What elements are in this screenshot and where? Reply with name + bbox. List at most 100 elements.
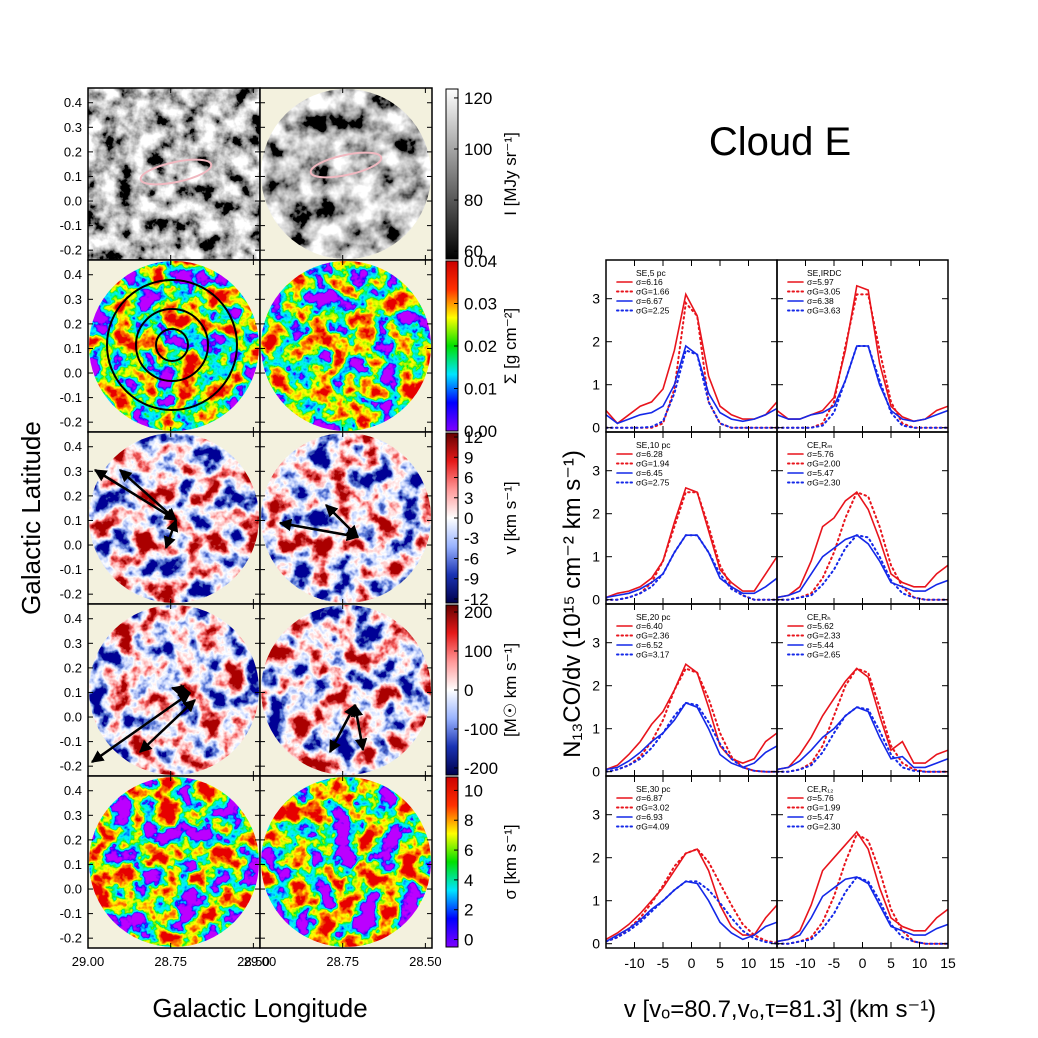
colorbar-tick-label: 0.04 xyxy=(464,252,497,271)
legend-entry: σG=3.05 xyxy=(807,287,841,297)
spectrum-line xyxy=(777,667,948,773)
legend-title: CE,Rₘ xyxy=(807,440,833,450)
spectrum-panel xyxy=(777,490,948,601)
spectrum-line xyxy=(606,667,777,773)
legend-entry: σG=2.65 xyxy=(807,650,841,660)
legend-entry: σ=6.40 xyxy=(636,621,663,631)
x-tick-label: -5 xyxy=(828,955,841,971)
colorbar-tick-label: 8 xyxy=(464,811,473,830)
colorbar-label: v [km s⁻¹] xyxy=(501,481,520,554)
legend-entry: σG=1.66 xyxy=(636,287,670,297)
y-tick-label: 0.0 xyxy=(64,710,82,725)
legend-entry: σ=5.97 xyxy=(807,277,834,287)
x-tick-label: 10 xyxy=(741,955,757,971)
spectrum-line xyxy=(777,706,948,771)
legend-entry: σG=2.33 xyxy=(807,631,841,641)
colorbar-tick-label: -3 xyxy=(464,529,479,548)
spectrum-line xyxy=(606,300,777,429)
colorbar-tick-label: 12 xyxy=(464,428,483,447)
x-tick-label: -10 xyxy=(624,955,644,971)
spectrum-line xyxy=(777,706,948,773)
map-y-label: Galactic Latitude xyxy=(16,421,46,615)
y-tick-label: 1 xyxy=(592,893,600,909)
x-tick-label: 0 xyxy=(859,955,867,971)
spectrum-line xyxy=(606,662,777,771)
y-tick-label: 0.3 xyxy=(64,636,82,651)
legend-entry: σG=3.02 xyxy=(636,803,670,813)
map-panel xyxy=(87,431,261,605)
y-tick-label: -0.2 xyxy=(60,415,82,430)
x-tick-label: 28.75 xyxy=(154,954,187,969)
spectrum-line xyxy=(777,491,948,599)
y-tick-label: 0.4 xyxy=(64,611,82,626)
y-tick-label: 0 xyxy=(592,420,600,436)
spectrum-line xyxy=(606,534,777,601)
y-tick-label: 0.2 xyxy=(64,488,82,503)
legend-title: SE,IRDC xyxy=(807,268,841,278)
spectrum-line xyxy=(606,701,777,771)
spectrum-line xyxy=(777,345,948,423)
y-tick-label: -0.1 xyxy=(60,390,82,405)
spectrum-panel xyxy=(606,486,777,601)
colorbar-tick-label: 0.00 xyxy=(464,422,497,441)
map-panel xyxy=(259,259,433,433)
legend-entry: σG=3.17 xyxy=(636,650,670,660)
colorbar-tick-label: 9 xyxy=(464,448,473,467)
spectrum-line xyxy=(777,534,948,599)
aperture-ring xyxy=(155,328,189,362)
legend-entry: σG=2.00 xyxy=(807,459,841,469)
legend-entry: σ=5.47 xyxy=(807,468,834,478)
map-panel xyxy=(87,603,261,777)
panel-frame xyxy=(605,431,778,605)
colorbar-tick-label: 6 xyxy=(464,469,473,488)
y-tick-label: 0.3 xyxy=(64,464,82,479)
y-tick-label: 0.4 xyxy=(64,783,82,798)
y-tick-label: 0.0 xyxy=(64,194,82,209)
spectrum-line xyxy=(777,876,948,943)
legend-entry: σ=6.38 xyxy=(807,296,834,306)
colorbar-tick-label: 2 xyxy=(464,901,473,920)
legend-entry: σ=6.45 xyxy=(636,468,663,478)
spectrum-line xyxy=(777,830,948,943)
x-tick-label: 10 xyxy=(912,955,928,971)
map-image xyxy=(89,261,259,431)
y-tick-label: -0.1 xyxy=(60,218,82,233)
y-tick-label: 0.4 xyxy=(64,95,82,110)
panel-frame xyxy=(776,775,949,949)
colorbar-tick-label: 0.01 xyxy=(464,380,497,399)
x-tick-label: 28.50 xyxy=(237,954,270,969)
colorbar-tick-label: 120 xyxy=(464,89,492,108)
spectrum-line xyxy=(606,847,777,944)
spectrum-line xyxy=(777,832,948,945)
y-tick-label: 0 xyxy=(592,764,600,780)
map-panel xyxy=(259,431,433,605)
map-image xyxy=(261,261,431,431)
x-tick-label: 28.50 xyxy=(409,954,442,969)
spectrum-line xyxy=(606,880,777,943)
legend-title: SE,30 pc xyxy=(636,784,671,794)
legend-entry: σG=2.30 xyxy=(807,478,841,488)
y-tick-label: -0.2 xyxy=(60,931,82,946)
legend-entry: σG=2.36 xyxy=(636,631,670,641)
spectrum-panel xyxy=(777,284,948,429)
y-tick-label: 0.3 xyxy=(64,120,82,135)
map-frame xyxy=(259,775,433,949)
spectrum-panel xyxy=(777,667,948,773)
y-tick-label: 2 xyxy=(592,334,600,350)
irdc-ellipse xyxy=(139,158,213,186)
map-image xyxy=(261,777,431,947)
spectrum-panel xyxy=(777,830,948,945)
x-tick-label: 15 xyxy=(769,955,785,971)
colorbar xyxy=(445,776,459,948)
x-tick-label: 15 xyxy=(940,955,956,971)
x-tick-label: 5 xyxy=(887,955,895,971)
y-tick-label: 0.1 xyxy=(64,685,82,700)
spectrum-line xyxy=(606,292,777,425)
spectrum-line xyxy=(777,667,948,771)
colorbar-tick-label: 0.02 xyxy=(464,337,497,356)
y-tick-label: 0.2 xyxy=(64,832,82,847)
legend-entry: σ=5.47 xyxy=(807,812,834,822)
y-tick-label: 2 xyxy=(592,850,600,866)
spectrum-panel xyxy=(606,847,777,945)
colorbar-tick-label: -200 xyxy=(464,759,498,778)
